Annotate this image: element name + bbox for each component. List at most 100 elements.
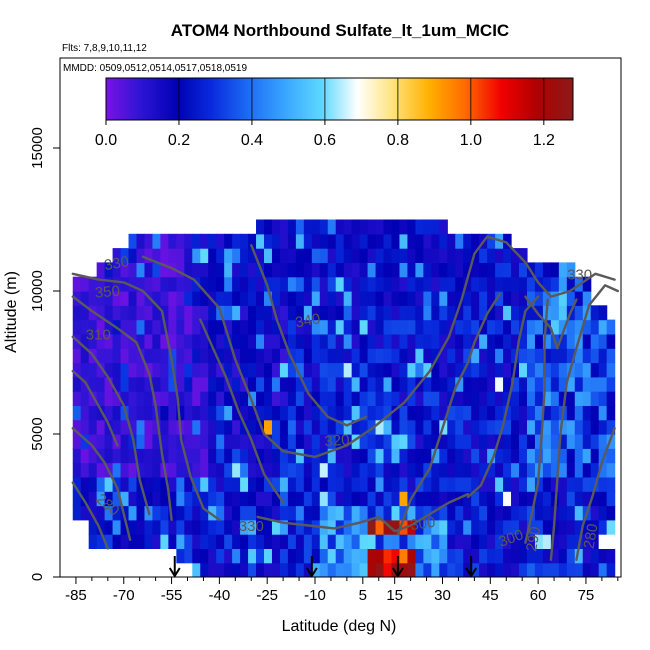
heatmap-cell [184,362,193,378]
heatmap-cell [407,519,417,535]
heatmap-cell [439,434,448,449]
heatmap-cell [224,562,233,577]
heatmap-cell [208,248,217,263]
heatmap-cell [375,476,385,492]
heatmap-cell [319,291,329,306]
heatmap-cell [582,519,592,535]
heatmap-cell [136,233,146,249]
heatmap-cell [487,405,496,421]
heatmap-cell [495,319,504,335]
potential-temperature-contours [71,235,619,561]
heatmap-cell [271,348,281,364]
heatmap-cell [359,233,369,249]
heatmap-cell [503,262,512,278]
heatmap-cell [511,305,520,321]
heatmap-cell [534,348,544,364]
heatmap-cell [487,233,496,249]
heatmap-cell [463,519,472,535]
heatmap-cell [224,548,233,564]
heatmap-cell [383,434,393,449]
heatmap-cell [351,348,361,364]
heatmap-cell [590,519,600,535]
heatmap-cell [431,548,440,564]
heatmap-cell [495,462,504,478]
heatmap-cell [463,376,472,392]
heatmap-cell [447,305,456,321]
heatmap-cell [479,248,488,263]
x-tick-label: -55 [161,587,183,604]
heatmap-cell [439,505,448,521]
heatmap-cell [120,448,130,464]
heatmap-cell [351,219,361,235]
heatmap-cell [295,448,305,464]
heatmap-cell [558,505,568,521]
heatmap-cell [471,391,480,406]
heatmap-cell [184,262,193,278]
heatmap-cell [264,476,273,492]
heatmap-cell [519,462,528,478]
heatmap-cell [566,333,576,349]
heatmap-cell [224,262,233,278]
heatmap-cell [447,519,456,535]
heatmap-cell [343,534,353,549]
heatmap-cell [256,448,265,464]
heatmap-cell [319,548,329,564]
heatmap-cell [152,391,162,406]
heatmap-cell [590,362,600,378]
heatmap-cell [335,348,345,364]
heatmap-cell [455,534,464,549]
heatmap-cell [598,305,608,321]
heatmap-cell [128,276,138,292]
heatmap-cell [248,262,257,278]
heatmap-cell [375,391,385,406]
heatmap-cell [582,405,592,421]
heatmap-cell [80,376,90,392]
heatmap-cell [144,519,154,535]
heatmap-cell [160,276,169,292]
heatmap-cell [232,305,241,321]
heatmap-cell [88,376,98,392]
heatmap-cell [264,462,273,478]
heatmap-cell [463,448,472,464]
heatmap-cell [359,562,369,577]
heatmap-cell [152,291,162,306]
heatmap-cell [582,476,592,492]
heatmap-cell [112,419,122,435]
heatmap-cell [511,391,520,406]
heatmap-cell [383,391,393,406]
heatmap-cell [519,362,528,378]
heatmap-cell [550,319,560,335]
heatmap-cell [88,319,98,335]
heatmap-cell [80,348,90,364]
heatmap-cell [319,248,329,263]
heatmap-cell [287,434,297,449]
heatmap-cell [224,419,233,435]
heatmap-cell [295,534,305,549]
heatmap-cell [176,462,185,478]
heatmap-cell [391,519,401,535]
heatmap-cell [264,562,273,577]
heatmap-cell [120,534,130,549]
heatmap-cell [327,376,337,392]
heatmap-cell [598,434,608,449]
heatmap-cell [399,534,409,549]
heatmap-cell [216,248,225,263]
heatmap-cell [192,333,201,349]
heatmap-cell [184,348,193,364]
heatmap-cell [287,548,297,564]
heatmap-cell [248,462,257,478]
heatmap-cell [399,376,409,392]
heatmap-cell [415,448,424,464]
heatmap-cell [439,262,448,278]
heatmap-cell [542,448,552,464]
heatmap-cell [359,333,369,349]
heatmap-cell [511,248,520,263]
heatmap-cell [431,419,440,435]
heatmap-cell [463,233,472,249]
heatmap-cell [351,276,361,292]
flights-label: Flts: 7,8,9,10,11,12 [62,43,147,54]
heatmap-cell [375,562,385,577]
heatmap-cell [479,405,488,421]
heatmap-cell [487,519,496,535]
heatmap-cell [335,462,345,478]
